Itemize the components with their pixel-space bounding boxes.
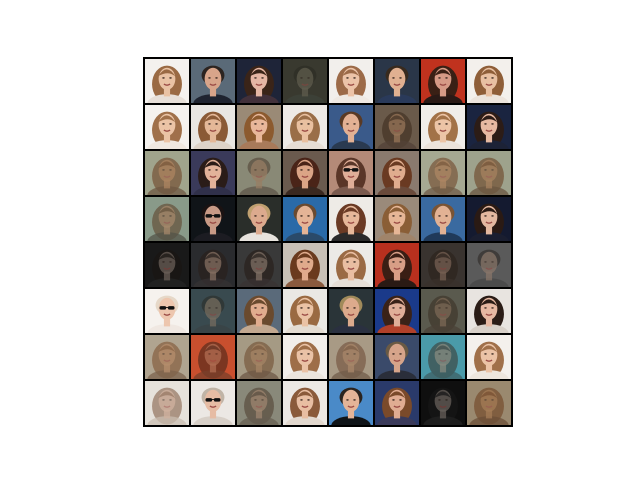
face-tile-r5-c1 (145, 243, 189, 287)
face-tile-r1-c2 (191, 59, 235, 103)
face-tile-r2-c8 (467, 105, 511, 149)
face-tile-r6-c3 (237, 289, 281, 333)
face-tile-r8-c4 (283, 381, 327, 425)
face-tile-r1-c5 (329, 59, 373, 103)
face-tile-r3-c4 (283, 151, 327, 195)
face-tile-r2-c7 (421, 105, 465, 149)
face-tile-r3-c6 (375, 151, 419, 195)
face-tile-r4-c8 (467, 197, 511, 241)
face-tile-r2-c5 (329, 105, 373, 149)
face-tile-r4-c4 (283, 197, 327, 241)
face-tile-r7-c4 (283, 335, 327, 379)
face-tile-r8-c6 (375, 381, 419, 425)
face-tile-r5-c8 (467, 243, 511, 287)
face-tile-r7-c7 (421, 335, 465, 379)
image-grid (143, 57, 513, 427)
face-tile-r2-c3 (237, 105, 281, 149)
face-tile-r4-c1 (145, 197, 189, 241)
face-tile-r7-c3 (237, 335, 281, 379)
face-tile-r3-c2 (191, 151, 235, 195)
face-tile-r4-c5 (329, 197, 373, 241)
face-tile-r7-c2 (191, 335, 235, 379)
face-tile-r6-c1 (145, 289, 189, 333)
face-tile-r6-c8 (467, 289, 511, 333)
face-tile-r1-c3 (237, 59, 281, 103)
face-tile-r3-c3 (237, 151, 281, 195)
face-tile-r4-c2 (191, 197, 235, 241)
face-tile-r4-c3 (237, 197, 281, 241)
face-tile-r8-c3 (237, 381, 281, 425)
face-tile-r7-c1 (145, 335, 189, 379)
face-tile-r5-c3 (237, 243, 281, 287)
face-tile-r8-c5 (329, 381, 373, 425)
face-tile-r3-c7 (421, 151, 465, 195)
face-tile-r6-c4 (283, 289, 327, 333)
face-tile-r8-c7 (421, 381, 465, 425)
face-tile-r5-c6 (375, 243, 419, 287)
face-tile-r1-c4 (283, 59, 327, 103)
face-tile-r6-c6 (375, 289, 419, 333)
face-tile-r5-c4 (283, 243, 327, 287)
face-tile-r1-c6 (375, 59, 419, 103)
face-tile-r7-c6 (375, 335, 419, 379)
face-tile-r5-c5 (329, 243, 373, 287)
face-tile-r6-c7 (421, 289, 465, 333)
face-tile-r1-c8 (467, 59, 511, 103)
face-tile-r7-c5 (329, 335, 373, 379)
face-tile-r3-c5 (329, 151, 373, 195)
face-tile-r4-c7 (421, 197, 465, 241)
face-tile-r2-c4 (283, 105, 327, 149)
face-tile-r6-c5 (329, 289, 373, 333)
face-tile-r5-c2 (191, 243, 235, 287)
face-tile-r7-c8 (467, 335, 511, 379)
face-tile-r6-c2 (191, 289, 235, 333)
face-tile-r2-c1 (145, 105, 189, 149)
face-tile-r5-c7 (421, 243, 465, 287)
face-tile-r2-c2 (191, 105, 235, 149)
face-tile-r3-c8 (467, 151, 511, 195)
face-tile-r8-c1 (145, 381, 189, 425)
face-grid-svg (145, 59, 511, 425)
face-tile-r4-c6 (375, 197, 419, 241)
face-tile-r2-c6 (375, 105, 419, 149)
face-tile-r8-c8 (467, 381, 511, 425)
face-tile-r1-c7 (421, 59, 465, 103)
face-tile-r1-c1 (145, 59, 189, 103)
face-tile-r8-c2 (191, 381, 235, 425)
face-tile-r3-c1 (145, 151, 189, 195)
